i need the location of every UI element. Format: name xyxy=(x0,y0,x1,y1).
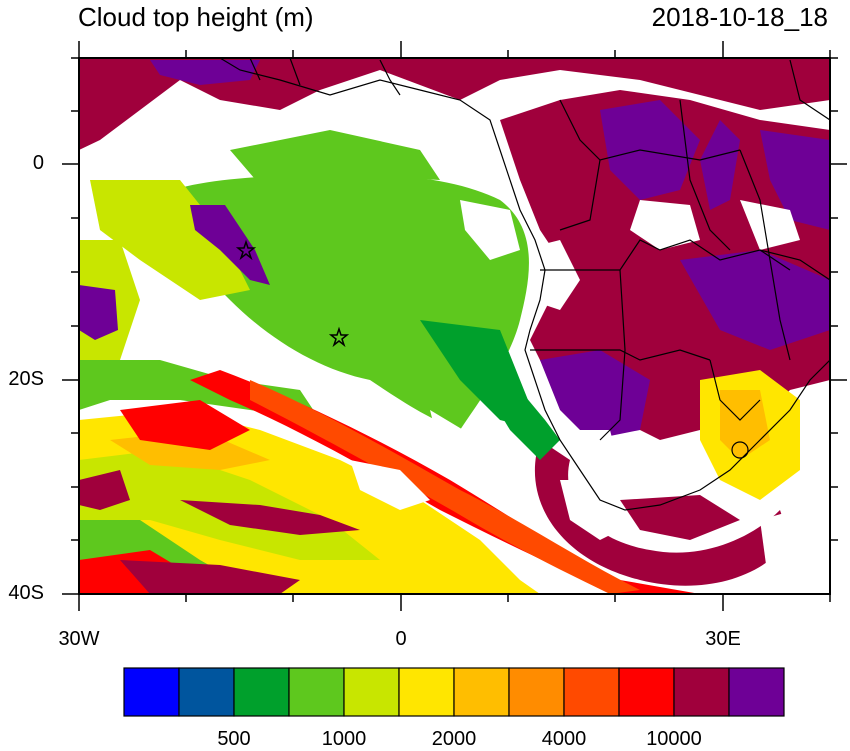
lon-tick-label-30e: 30E xyxy=(705,628,741,650)
cloud-region-africa xyxy=(500,90,830,440)
lat-tick-label-0: 0 xyxy=(32,152,44,174)
colorbar-swatch xyxy=(453,667,510,717)
lon-tick-label-0: 0 xyxy=(395,628,407,650)
colorbar-swatch xyxy=(288,667,345,717)
colorbar-swatch xyxy=(233,667,290,717)
colorbar-swatch xyxy=(178,667,235,717)
tick-marks xyxy=(62,41,847,611)
colorbar-swatch xyxy=(123,667,180,717)
colorbar-swatch xyxy=(508,667,565,717)
cloud-region-north xyxy=(79,58,830,150)
colorbar-label: 500 xyxy=(217,728,251,750)
colorbar-label: 1000 xyxy=(321,728,367,750)
lon-tick-label-30w: 30W xyxy=(58,628,100,650)
colorbar-swatch xyxy=(618,667,675,717)
cloud-region-south-swirl xyxy=(534,440,790,586)
colorbar xyxy=(123,667,785,717)
colorbar-swatch xyxy=(343,667,400,717)
colorbar-label: 2000 xyxy=(431,728,477,750)
lat-tick-label-20s: 20S xyxy=(8,368,44,390)
map-datetime: 2018-10-18_18 xyxy=(651,2,828,32)
colorbar-swatch xyxy=(673,667,730,717)
colorbar-swatch xyxy=(563,667,620,717)
colorbar-swatch xyxy=(728,667,785,717)
colorbar-label: 4000 xyxy=(541,728,587,750)
map-field xyxy=(79,58,830,594)
marker-star-1 xyxy=(235,239,257,261)
map-title: Cloud top height (m) xyxy=(78,2,314,32)
lat-tick-label-40s: 40S xyxy=(8,582,44,604)
marker-star-2 xyxy=(328,326,350,348)
colorbar-swatch xyxy=(398,667,455,717)
colorbar-label: 10000 xyxy=(646,728,702,750)
land-borders xyxy=(219,58,830,511)
